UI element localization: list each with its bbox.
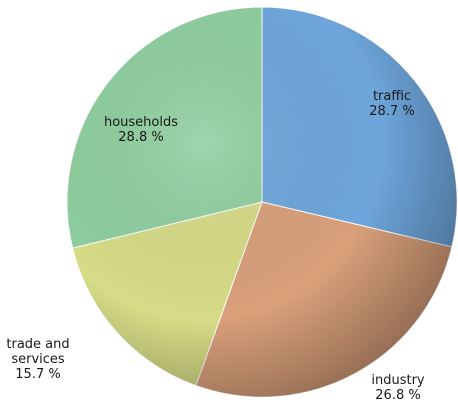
- category-label: households: [103, 115, 179, 130]
- value-label: 28.7 %: [369, 104, 415, 119]
- category-label: trade and services: [6, 337, 70, 367]
- slice-label: traffic 28.7 %: [357, 89, 427, 119]
- slice-label: trade and services 15.7 %: [0, 337, 78, 382]
- slice-label: industry 26.8 %: [363, 373, 433, 403]
- value-label: 15.7 %: [15, 367, 61, 382]
- category-label: traffic: [372, 89, 412, 104]
- value-label: 26.8 %: [375, 388, 421, 403]
- category-label: industry: [371, 373, 425, 388]
- value-label: 28.8 %: [118, 130, 164, 145]
- slice-label: households 28.8 %: [91, 115, 191, 145]
